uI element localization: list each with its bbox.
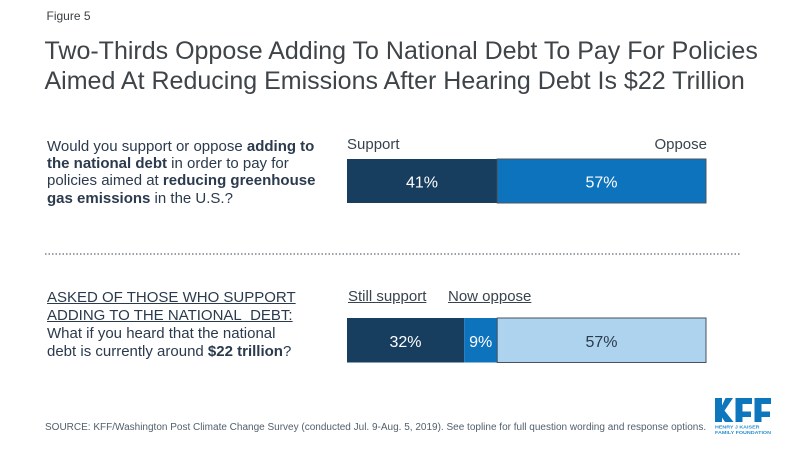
- svg-text:9%: 9%: [469, 334, 492, 351]
- svg-text:HENRY J KAISER: HENRY J KAISER: [715, 425, 760, 430]
- svg-text:57%: 57%: [585, 334, 617, 351]
- svg-text:57%: 57%: [585, 174, 617, 191]
- svg-text:32%: 32%: [389, 334, 421, 351]
- svg-text:41%: 41%: [406, 174, 438, 191]
- svg-text:FAMILY FOUNDATION: FAMILY FOUNDATION: [715, 430, 772, 434]
